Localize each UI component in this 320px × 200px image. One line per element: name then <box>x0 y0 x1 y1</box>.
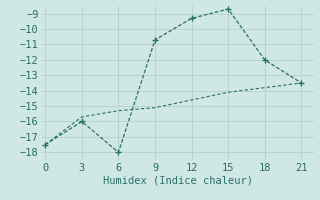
X-axis label: Humidex (Indice chaleur): Humidex (Indice chaleur) <box>103 176 252 186</box>
